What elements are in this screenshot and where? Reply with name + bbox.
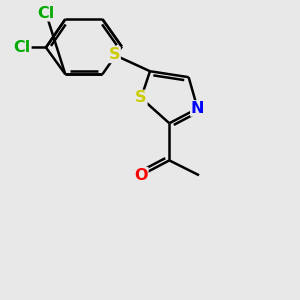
Text: Cl: Cl xyxy=(37,6,55,21)
Text: S: S xyxy=(109,47,120,62)
Text: O: O xyxy=(134,168,148,183)
Text: Cl: Cl xyxy=(14,40,31,55)
Text: S: S xyxy=(135,91,147,106)
Text: N: N xyxy=(191,101,204,116)
